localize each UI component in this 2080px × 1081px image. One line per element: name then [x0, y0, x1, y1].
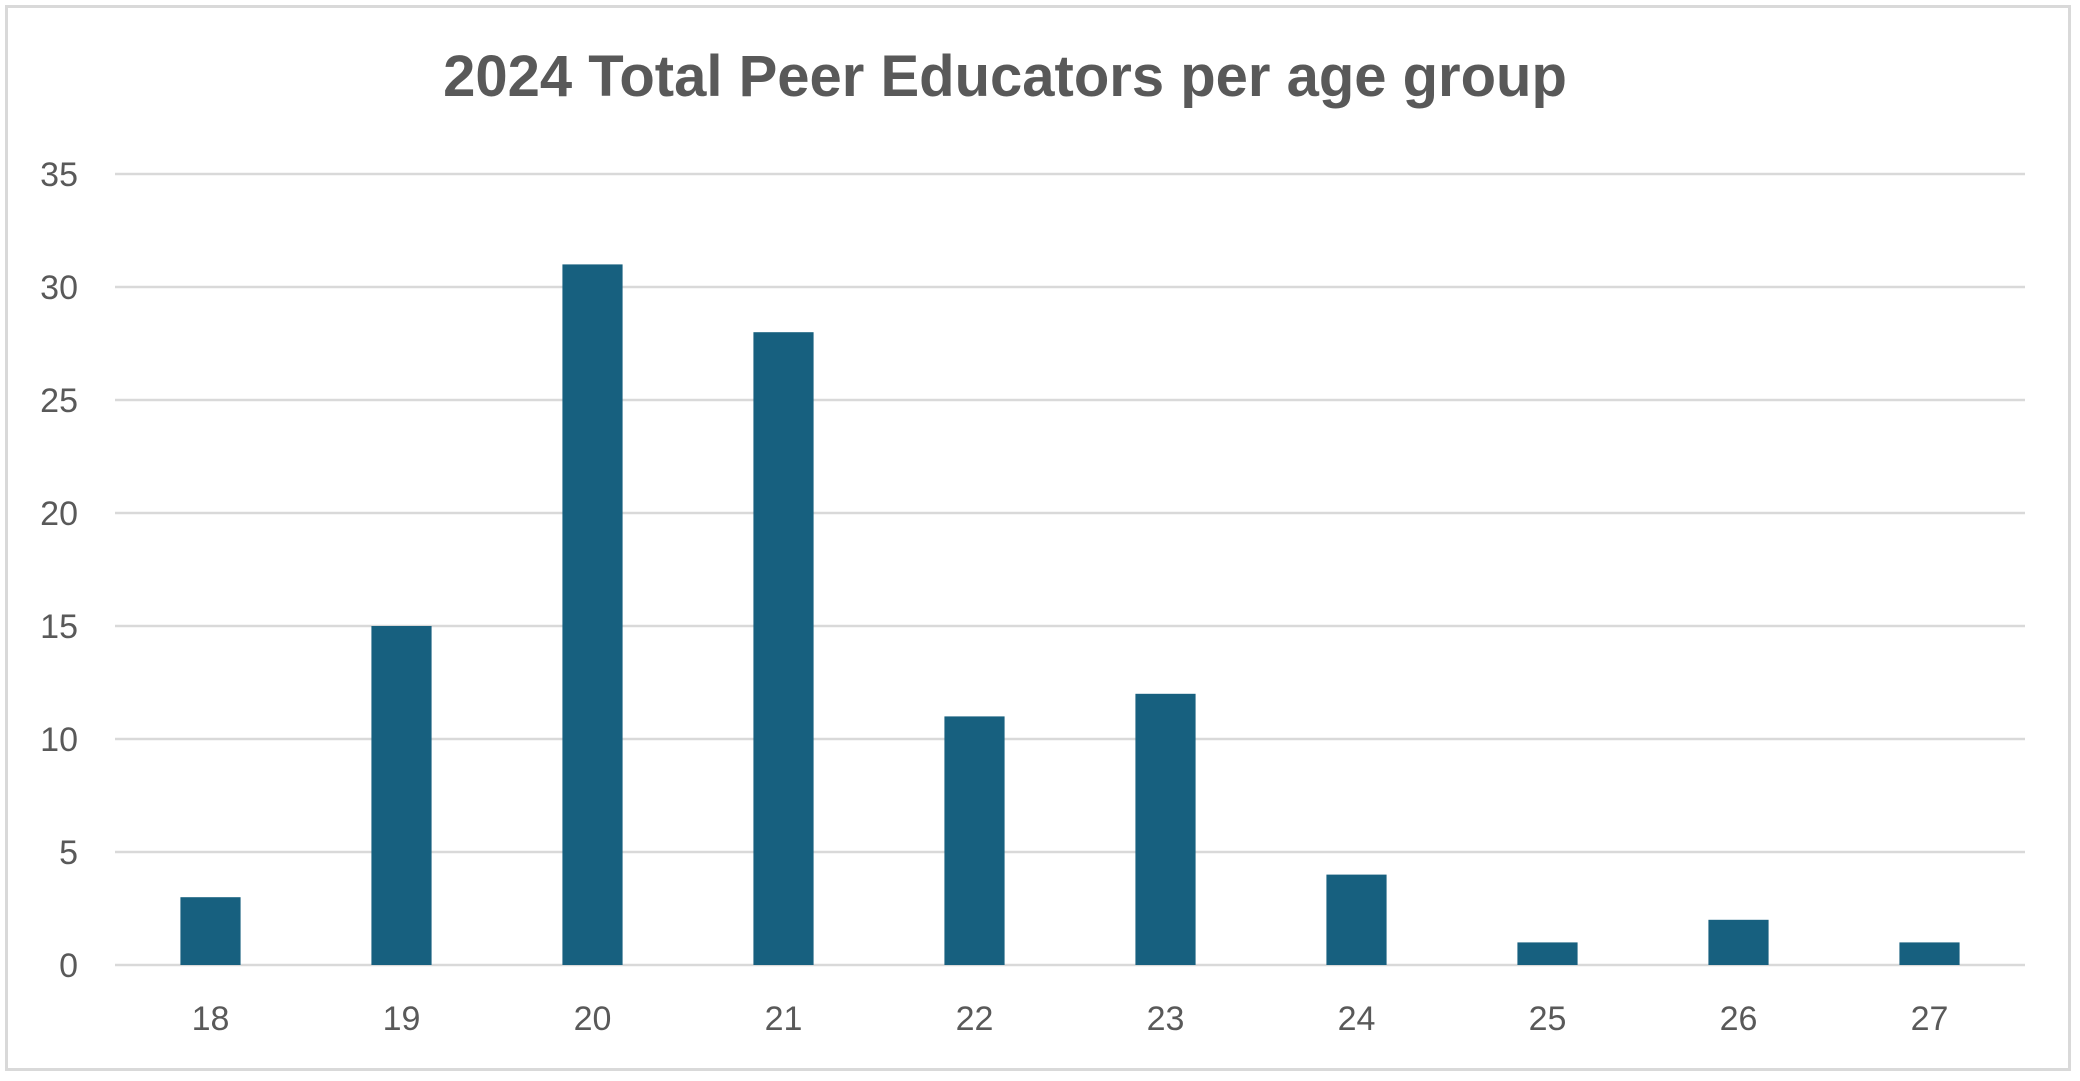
y-tick-label: 5 [59, 834, 78, 872]
chart-title: 2024 Total Peer Educators per age group [443, 44, 1567, 109]
x-tick-label: 20 [574, 1000, 612, 1038]
y-tick-label: 10 [40, 721, 78, 759]
x-tick-label: 23 [1147, 1000, 1185, 1038]
x-axis-ticks: 18 19 20 21 22 23 24 25 26 27 [192, 1000, 1949, 1038]
y-tick-label: 0 [59, 947, 78, 985]
y-axis-ticks: 0 5 10 15 20 25 30 35 [40, 156, 78, 985]
y-tick-label: 20 [40, 495, 78, 533]
bar-age-22 [944, 716, 1005, 965]
y-tick-label: 30 [40, 269, 78, 307]
bar-age-25 [1517, 942, 1578, 965]
x-tick-label: 24 [1338, 1000, 1376, 1038]
bar-age-19 [371, 626, 432, 965]
x-tick-label: 21 [765, 1000, 803, 1038]
gridlines [115, 172, 2025, 967]
bar-age-26 [1708, 919, 1769, 965]
y-tick-label: 35 [40, 156, 78, 194]
y-tick-label: 25 [40, 382, 78, 420]
bar-age-21 [753, 332, 814, 965]
chart-frame [5, 5, 2071, 1071]
x-tick-label: 26 [1720, 1000, 1758, 1038]
x-tick-label: 25 [1529, 1000, 1567, 1038]
bar-age-24 [1326, 874, 1387, 965]
x-tick-label: 18 [192, 1000, 230, 1038]
bar-age-18 [180, 897, 241, 965]
x-tick-label: 22 [956, 1000, 994, 1038]
y-tick-label: 15 [40, 608, 78, 646]
x-tick-label: 27 [1911, 1000, 1949, 1038]
bar-age-20 [562, 264, 623, 965]
bars [180, 264, 1960, 965]
bar-age-27 [1899, 942, 1960, 965]
x-tick-label: 19 [383, 1000, 421, 1038]
bar-age-23 [1135, 693, 1196, 965]
